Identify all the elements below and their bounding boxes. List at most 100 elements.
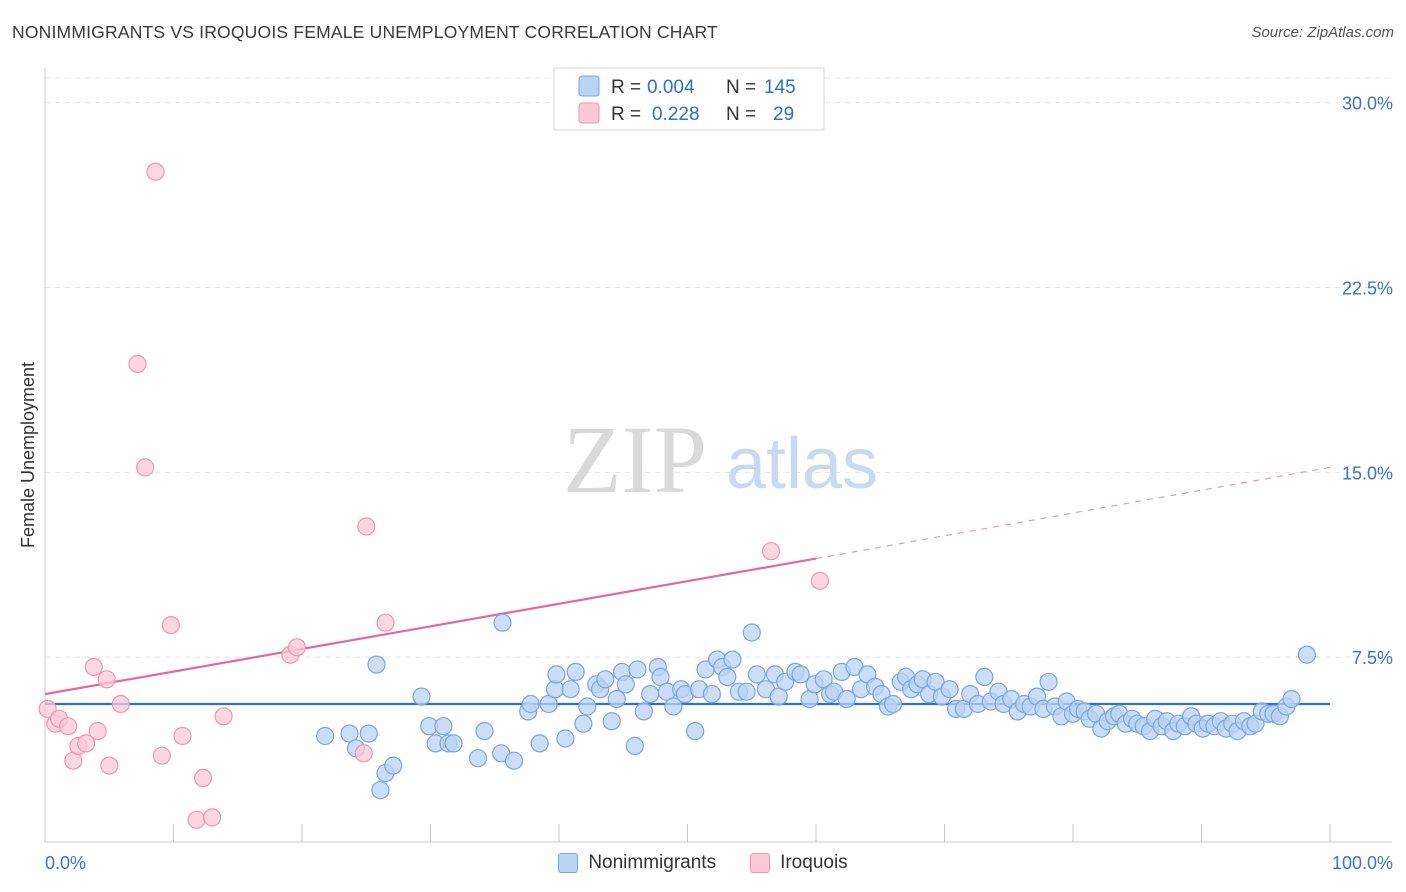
watermark-zip: ZIP (563, 406, 707, 513)
y-tick-labels: 7.5% 15.0% 22.5% 30.0% (1342, 94, 1393, 669)
point-nonimmigrants (493, 613, 512, 632)
point-iroquois (354, 744, 373, 763)
point-nonimmigrants (566, 662, 585, 682)
watermark-atlas: atlas (726, 424, 878, 504)
point-nonimmigrants (412, 687, 431, 706)
stats-n-label: N = (726, 104, 756, 125)
stats-r-label: R = (611, 77, 641, 98)
point-nonimmigrants (723, 650, 742, 669)
point-nonimmigrants (602, 712, 621, 731)
stats-n-label: N = (726, 77, 756, 98)
legend-item-iroquois[interactable]: Iroquois (750, 852, 848, 874)
point-nonimmigrants (475, 721, 494, 741)
point-nonimmigrants (664, 697, 683, 716)
point-nonimmigrants (434, 717, 453, 736)
point-iroquois (84, 657, 103, 677)
point-nonimmigrants (1297, 645, 1317, 664)
x-tick-label: 100.0% (1332, 853, 1393, 873)
y-tick-label: 7.5% (1352, 648, 1393, 668)
point-nonimmigrants (686, 721, 705, 741)
point-iroquois (287, 638, 306, 657)
point-nonimmigrants (596, 670, 615, 689)
point-nonimmigrants (547, 665, 566, 684)
point-nonimmigrants (625, 736, 644, 756)
point-iroquois (194, 768, 213, 788)
legend-swatch-nonimmigrants (558, 853, 579, 873)
y-tick-label: 15.0% (1342, 463, 1393, 483)
y-tick-label: 30.0% (1342, 94, 1393, 114)
point-nonimmigrants (940, 680, 959, 699)
data-points (38, 162, 1317, 829)
watermark: ZIP atlas (563, 406, 878, 513)
point-nonimmigrants (468, 749, 488, 768)
point-nonimmigrants (1039, 672, 1058, 691)
point-nonimmigrants (574, 714, 593, 733)
stats-legend: R = 0.004 N = 145 R = 0.228 N = 29 (553, 67, 825, 131)
x-tick-label: 0.0% (45, 853, 86, 873)
point-nonimmigrants (1282, 689, 1301, 709)
point-nonimmigrants (975, 667, 994, 687)
point-iroquois (152, 746, 171, 765)
point-nonimmigrants (384, 756, 403, 775)
point-iroquois (761, 542, 781, 561)
point-nonimmigrants (718, 667, 737, 687)
point-nonimmigrants (616, 675, 635, 694)
legend-swatch-iroquois (750, 853, 771, 873)
stats-r-value: 0.004 (647, 77, 695, 98)
source-label: Source: ZipAtlas.com (1251, 24, 1394, 41)
point-nonimmigrants (504, 751, 524, 770)
trend-line-iroquois (44, 557, 817, 696)
point-nonimmigrants (634, 702, 653, 721)
stats-n-value: 145 (764, 77, 796, 98)
point-iroquois (357, 517, 376, 536)
point-nonimmigrants (742, 623, 761, 642)
point-iroquois (161, 615, 180, 635)
point-iroquois (203, 808, 222, 827)
point-nonimmigrants (444, 734, 463, 753)
stats-r-label: R = (611, 104, 641, 125)
point-iroquois (136, 458, 155, 477)
stats-legend-swatch-iroquois (578, 102, 600, 124)
point-nonimmigrants (530, 734, 549, 753)
point-nonimmigrants (561, 680, 580, 699)
point-iroquois (187, 810, 206, 829)
point-iroquois (376, 613, 395, 632)
point-iroquois (38, 699, 57, 719)
point-nonimmigrants (737, 682, 756, 701)
trend-line-extension-iroquois (815, 466, 1331, 560)
point-nonimmigrants (578, 697, 597, 716)
point-iroquois (128, 354, 147, 373)
point-nonimmigrants (791, 665, 810, 684)
point-nonimmigrants (316, 726, 335, 746)
point-nonimmigrants (359, 724, 378, 743)
point-iroquois (173, 726, 192, 746)
point-iroquois (146, 162, 165, 181)
legend-label-nonimmigrants: Nonimmigrants (588, 852, 717, 873)
y-tick-label: 22.5% (1342, 278, 1393, 298)
stats-n-value: 29 (773, 104, 794, 125)
chart-title: NONIMMIGRANTS VS IROQUOIS FEMALE UNEMPLO… (12, 22, 718, 42)
series-legend: Nonimmigrants Iroquois (0, 852, 1406, 874)
point-nonimmigrants (628, 660, 647, 679)
point-nonimmigrants (837, 689, 856, 709)
point-nonimmigrants (607, 689, 626, 709)
point-iroquois (214, 707, 233, 726)
point-iroquois (88, 721, 107, 741)
point-nonimmigrants (367, 655, 386, 674)
stats-legend-swatch-nonimmigrants (578, 75, 600, 97)
point-nonimmigrants (556, 729, 575, 748)
point-iroquois (76, 734, 96, 753)
point-nonimmigrants (747, 665, 767, 684)
legend-item-nonimmigrants[interactable]: Nonimmigrants (558, 852, 716, 874)
point-nonimmigrants (702, 684, 722, 704)
point-iroquois (100, 756, 119, 775)
point-iroquois (111, 694, 130, 714)
y-axis-label: Female Unemployment (18, 362, 38, 548)
legend-label-iroquois: Iroquois (780, 852, 848, 873)
point-iroquois (58, 717, 78, 736)
trend-lines (44, 466, 1331, 706)
point-nonimmigrants (521, 694, 540, 714)
point-nonimmigrants (883, 694, 903, 714)
point-iroquois (97, 670, 116, 689)
